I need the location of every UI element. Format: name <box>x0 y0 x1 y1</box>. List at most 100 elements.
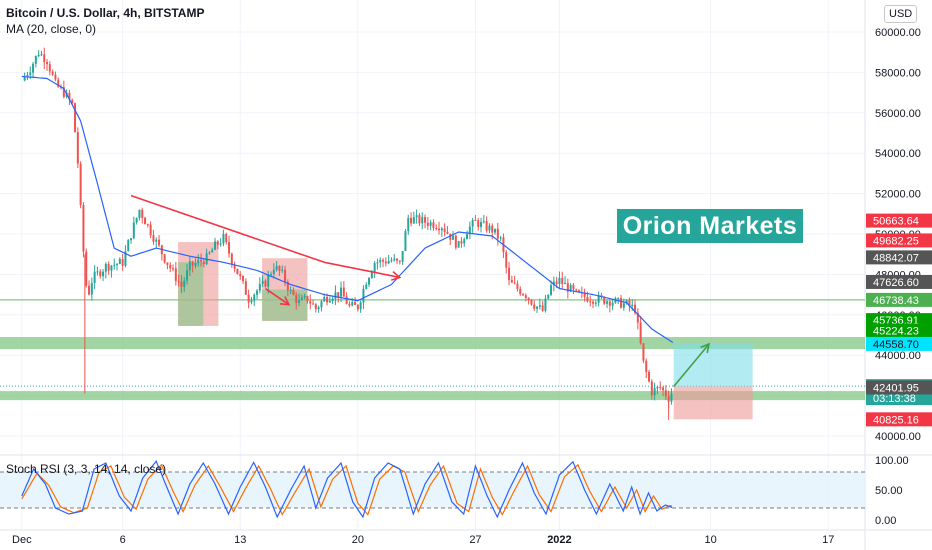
candle-body <box>390 260 393 262</box>
candle-body <box>183 280 186 287</box>
candle-body <box>432 222 435 229</box>
candle-body <box>418 215 421 224</box>
candle-body <box>121 258 124 266</box>
price-tag-label: 47626.60 <box>873 277 919 289</box>
candle-body <box>278 266 281 271</box>
candle-body <box>214 241 217 250</box>
candle-body <box>34 55 37 64</box>
candle-body <box>328 300 331 303</box>
candle-body <box>118 258 121 264</box>
candle-body <box>132 222 135 239</box>
candle-body <box>152 235 155 242</box>
descending-trendline <box>130 194 325 264</box>
candle-body <box>393 258 396 261</box>
stoch-rsi-label[interactable]: Stoch RSI (3, 3, 14, 14, close) <box>6 462 167 476</box>
candle-body <box>326 297 329 303</box>
candle-body <box>272 269 275 274</box>
candle-body <box>314 304 317 310</box>
candle-body <box>662 387 665 391</box>
candle-body <box>446 231 449 234</box>
candle-body <box>424 217 427 223</box>
candle-body <box>102 271 105 277</box>
candle-body <box>645 360 648 372</box>
candle-body <box>200 259 203 262</box>
candle-body <box>648 371 651 382</box>
candle-body <box>337 292 340 297</box>
candle-body <box>566 283 569 292</box>
candle-body <box>482 221 485 223</box>
currency-button[interactable]: USD <box>884 5 918 23</box>
price-axis-tick: 52000.00 <box>875 189 921 201</box>
candle-body <box>104 263 107 272</box>
price-axis-tick: 40000.00 <box>875 431 921 443</box>
candle-body <box>370 272 373 278</box>
candle-body <box>625 300 628 304</box>
candle-body <box>29 72 32 75</box>
candle-body <box>191 261 194 266</box>
candle-body <box>174 268 177 281</box>
candle-body <box>116 263 119 265</box>
grid <box>0 0 865 530</box>
candle-body <box>597 295 600 303</box>
candle-body <box>46 62 49 65</box>
candle-body <box>508 267 511 280</box>
candle-body <box>54 74 57 80</box>
candle-body <box>292 290 295 295</box>
candle-body <box>578 290 581 293</box>
highlight-zone <box>262 289 308 321</box>
candle-body <box>250 300 253 303</box>
candle-body <box>177 280 180 282</box>
candle-body <box>253 294 256 301</box>
candle-body <box>438 228 441 231</box>
candle-body <box>275 266 278 270</box>
candle-body <box>429 222 432 226</box>
candle-body <box>440 228 443 231</box>
candle-body <box>569 285 572 292</box>
candle-body <box>230 253 233 265</box>
candle-body <box>356 304 359 310</box>
candle-body <box>466 234 469 240</box>
candle-body <box>141 209 144 218</box>
candle-body <box>96 271 99 273</box>
candle-body <box>82 205 85 252</box>
candle-body <box>494 228 497 233</box>
price-tag <box>866 323 932 338</box>
candle-body <box>552 281 555 286</box>
candle-body <box>496 228 499 239</box>
candle-body <box>40 54 43 56</box>
candle-body <box>474 220 477 222</box>
candle-body <box>541 305 544 311</box>
candle-body <box>530 299 533 305</box>
candle-body <box>471 220 474 227</box>
candle-body <box>561 277 564 284</box>
candle-body <box>258 283 261 291</box>
candle-body <box>485 221 488 231</box>
candle-body <box>538 305 541 307</box>
candle-body <box>468 226 471 235</box>
candle-body <box>664 390 667 397</box>
candle-body <box>144 217 147 225</box>
candle-body <box>365 284 368 289</box>
candle-body <box>670 394 673 402</box>
candle-body <box>323 297 326 302</box>
candle-body <box>379 259 382 263</box>
candle-body <box>236 268 239 275</box>
candle-body <box>491 225 494 233</box>
candle-body <box>421 217 424 224</box>
candle-body <box>412 217 415 224</box>
candle-body <box>180 281 183 287</box>
ma-indicator-label[interactable]: MA (20, close, 0) <box>6 22 97 36</box>
support-band <box>0 337 865 350</box>
candle-body <box>611 302 614 306</box>
candle-body <box>169 264 172 269</box>
time-axis-tick: Dec <box>12 534 32 546</box>
candle-body <box>110 265 113 271</box>
candle-body <box>124 251 127 266</box>
moving-average-line <box>21 75 674 344</box>
candle-body <box>653 388 656 396</box>
arrow-head <box>391 271 402 281</box>
candle-body <box>146 224 149 226</box>
candle-body <box>359 302 362 310</box>
candle-body <box>398 260 401 262</box>
